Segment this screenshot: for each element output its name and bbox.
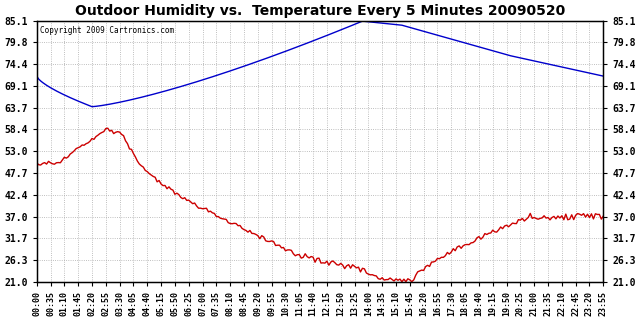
Title: Outdoor Humidity vs.  Temperature Every 5 Minutes 20090520: Outdoor Humidity vs. Temperature Every 5…: [75, 4, 565, 18]
Text: Copyright 2009 Cartronics.com: Copyright 2009 Cartronics.com: [40, 26, 173, 35]
